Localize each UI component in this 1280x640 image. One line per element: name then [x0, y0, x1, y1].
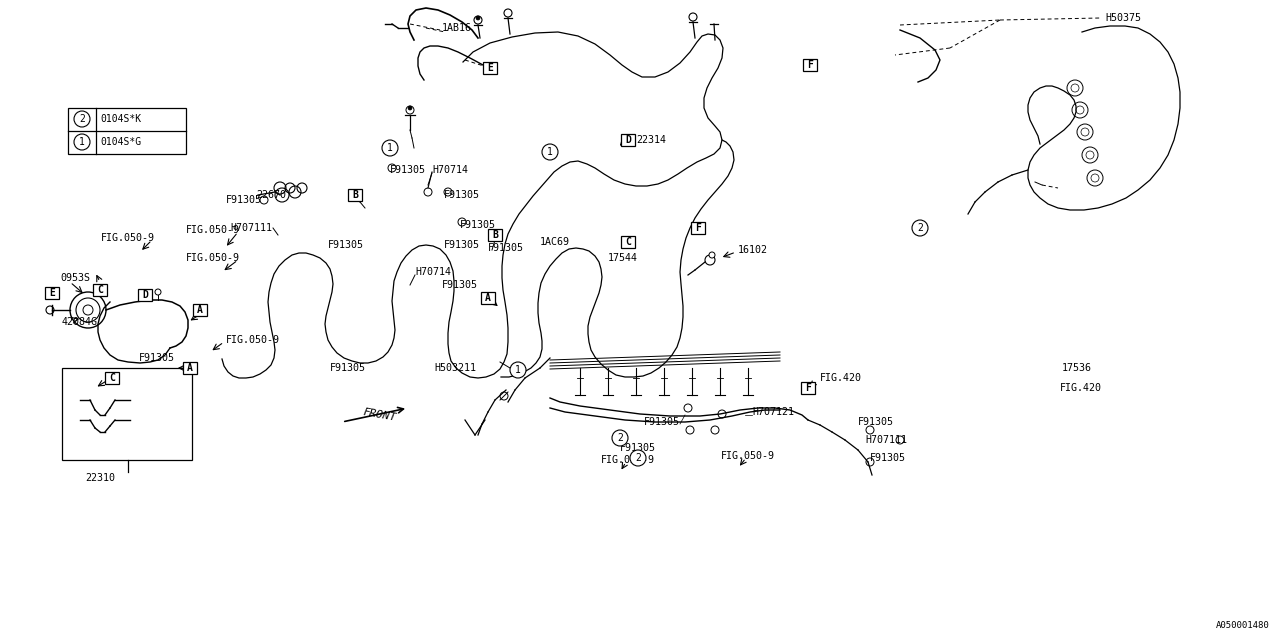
Text: F91305: F91305: [390, 165, 426, 175]
Text: H70714: H70714: [415, 267, 451, 277]
Bar: [621, 236, 635, 248]
Text: 2: 2: [916, 223, 923, 233]
Text: 1: 1: [515, 365, 521, 375]
Circle shape: [612, 430, 628, 446]
Text: D: D: [625, 135, 631, 145]
Bar: [193, 304, 207, 316]
Text: 2: 2: [635, 453, 641, 463]
Circle shape: [541, 144, 558, 160]
Text: 1AC69: 1AC69: [540, 237, 570, 247]
Bar: [61, 368, 192, 460]
Bar: [691, 222, 705, 234]
Circle shape: [74, 134, 90, 150]
Circle shape: [630, 450, 646, 466]
Text: A050001480: A050001480: [1216, 621, 1270, 630]
Text: H707111: H707111: [865, 435, 908, 445]
Text: A: A: [197, 305, 204, 315]
Circle shape: [509, 362, 526, 378]
Bar: [481, 292, 495, 304]
Bar: [348, 189, 362, 201]
Text: D: D: [142, 290, 148, 300]
Text: FIG.050-9: FIG.050-9: [186, 253, 241, 263]
Text: H707111: H707111: [230, 223, 273, 233]
Text: F91305: F91305: [858, 417, 893, 427]
Text: 2: 2: [617, 433, 623, 443]
Text: 17536: 17536: [1062, 363, 1092, 373]
Text: 1: 1: [387, 143, 393, 153]
Text: F91305: F91305: [620, 443, 657, 453]
Text: 17544: 17544: [608, 253, 637, 263]
Text: H707121: H707121: [753, 407, 794, 417]
Circle shape: [476, 16, 480, 20]
Bar: [105, 372, 119, 384]
Text: FIG.050-9: FIG.050-9: [721, 451, 774, 461]
Text: 22314: 22314: [636, 135, 666, 145]
Text: FIG.050-9: FIG.050-9: [186, 225, 241, 235]
Text: C: C: [625, 237, 631, 247]
Text: 0104S*K: 0104S*K: [100, 114, 141, 124]
Text: FIG.050-9: FIG.050-9: [101, 233, 155, 243]
Text: F91305: F91305: [644, 417, 680, 427]
Text: F91305: F91305: [870, 453, 906, 463]
Text: F: F: [808, 60, 813, 70]
Bar: [801, 382, 815, 394]
Text: F91305: F91305: [460, 220, 497, 230]
Text: 22310: 22310: [84, 473, 115, 483]
Bar: [68, 108, 186, 154]
Text: F91305: F91305: [442, 280, 477, 290]
Bar: [138, 289, 152, 301]
Text: 1AB16: 1AB16: [442, 23, 472, 33]
Text: 16102: 16102: [739, 245, 768, 255]
Circle shape: [74, 111, 90, 127]
Text: F: F: [695, 223, 701, 233]
Text: C: C: [97, 285, 102, 295]
Text: FIG.420: FIG.420: [820, 373, 861, 383]
Text: A: A: [187, 363, 193, 373]
Text: F91305: F91305: [140, 353, 175, 363]
Text: FIG.050-9: FIG.050-9: [227, 335, 280, 345]
Text: 0953S: 0953S: [60, 273, 90, 283]
Text: F91305: F91305: [330, 363, 366, 373]
Text: 0104S*G: 0104S*G: [100, 137, 141, 147]
Text: B: B: [352, 190, 358, 200]
Circle shape: [83, 305, 93, 315]
Text: 2: 2: [79, 114, 84, 124]
Circle shape: [381, 140, 398, 156]
Circle shape: [913, 220, 928, 236]
Text: C: C: [109, 373, 115, 383]
Bar: [483, 62, 497, 74]
Text: H70714: H70714: [433, 165, 468, 175]
Bar: [45, 287, 59, 299]
Text: E: E: [49, 288, 55, 298]
Text: 22670: 22670: [256, 190, 285, 200]
Text: 42084G: 42084G: [61, 317, 99, 327]
Circle shape: [408, 106, 412, 110]
Text: B: B: [492, 230, 498, 240]
Text: H503211: H503211: [434, 363, 476, 373]
Text: FIG.420: FIG.420: [1060, 383, 1102, 393]
Text: F: F: [805, 383, 812, 393]
Circle shape: [709, 252, 716, 258]
Text: F91305: F91305: [488, 243, 524, 253]
Text: E: E: [488, 63, 493, 73]
Text: A: A: [485, 293, 492, 303]
Bar: [183, 362, 197, 374]
Text: F91305: F91305: [444, 240, 480, 250]
Text: F91305: F91305: [328, 240, 364, 250]
Text: FIG.050-9: FIG.050-9: [602, 455, 655, 465]
Bar: [488, 229, 502, 241]
Text: FRONT: FRONT: [362, 407, 398, 423]
Text: F91305: F91305: [227, 195, 262, 205]
Text: H50375: H50375: [1105, 13, 1140, 23]
Text: 1: 1: [79, 137, 84, 147]
Text: 1: 1: [547, 147, 553, 157]
Bar: [621, 134, 635, 146]
Bar: [93, 284, 108, 296]
Bar: [803, 59, 817, 71]
Text: F91305: F91305: [444, 190, 480, 200]
